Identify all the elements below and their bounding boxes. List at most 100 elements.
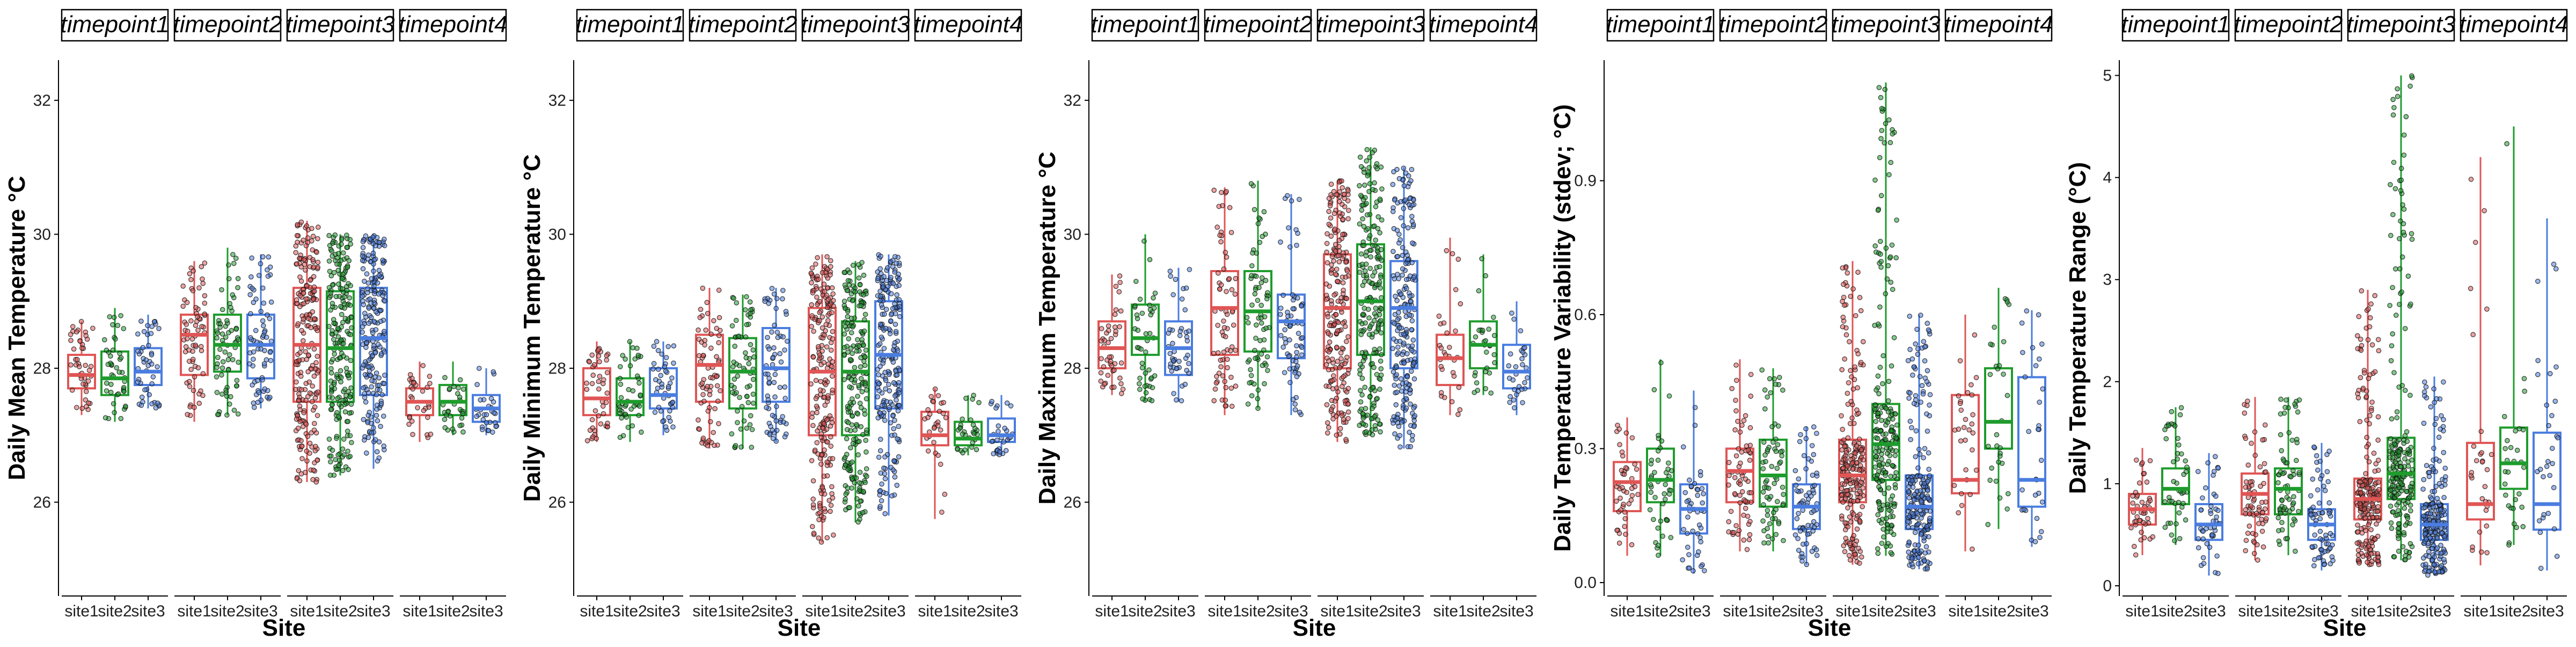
data-point	[701, 353, 705, 358]
data-point	[268, 395, 272, 399]
data-point	[1855, 485, 1860, 489]
data-point	[1765, 508, 1769, 513]
data-point	[856, 453, 860, 457]
data-point	[809, 382, 813, 386]
data-point	[71, 347, 76, 351]
data-point	[809, 271, 813, 275]
data-point	[71, 324, 75, 329]
box-site3	[1503, 301, 1530, 415]
data-point	[111, 402, 115, 406]
data-point	[1743, 477, 1747, 481]
data-point	[857, 383, 861, 388]
data-point	[1378, 265, 1382, 269]
data-point	[743, 351, 748, 355]
data-point	[302, 411, 306, 415]
data-point	[1394, 403, 1398, 407]
data-point	[1974, 468, 1979, 472]
data-point	[368, 297, 372, 301]
data-point	[1377, 254, 1381, 258]
data-point	[1379, 258, 1384, 263]
data-point	[1908, 419, 1912, 423]
facet-strip-label: timepoint2	[688, 11, 797, 38]
data-point	[813, 448, 817, 452]
data-point	[825, 440, 830, 444]
data-point	[778, 385, 782, 389]
y-tick-label: 26	[1064, 493, 1081, 511]
data-point	[267, 316, 272, 321]
data-point	[1359, 252, 1363, 256]
data-point	[1853, 542, 1857, 547]
data-point	[380, 294, 385, 298]
data-point	[2150, 535, 2155, 539]
data-point	[194, 306, 198, 310]
data-point	[312, 289, 317, 293]
data-point	[1926, 328, 1930, 332]
data-point	[316, 225, 320, 229]
data-point	[1324, 403, 1329, 407]
data-point	[219, 373, 224, 377]
data-point	[1805, 501, 1810, 505]
facet-strip-label: timepoint1	[2121, 11, 2230, 38]
data-point	[1859, 309, 1863, 313]
data-point	[1138, 376, 1142, 380]
data-point	[1177, 333, 1182, 338]
data-point	[781, 288, 785, 293]
data-point	[1346, 188, 1350, 193]
data-point	[301, 339, 305, 343]
data-point	[1668, 488, 1673, 492]
data-point	[2163, 427, 2167, 432]
data-point	[313, 326, 318, 331]
data-point	[852, 437, 856, 441]
facet-strip-label: timepoint2	[1203, 11, 1312, 38]
data-point	[1805, 532, 1810, 536]
data-point	[1393, 432, 1397, 436]
data-point	[1851, 533, 1856, 537]
y-tick-label: 1	[2103, 475, 2112, 493]
data-point	[1358, 399, 1363, 404]
data-point	[1801, 508, 1805, 512]
data-point	[367, 306, 371, 310]
data-point	[341, 272, 345, 277]
data-point	[825, 306, 830, 310]
data-point	[1359, 407, 1363, 411]
data-point	[1507, 400, 1512, 404]
data-point	[738, 427, 743, 431]
data-point	[1337, 238, 1341, 243]
data-point	[698, 315, 702, 319]
data-point	[1971, 431, 1975, 435]
data-point	[846, 337, 851, 341]
data-point	[1361, 359, 1365, 363]
data-point	[1219, 365, 1223, 369]
box-site3	[763, 286, 789, 444]
data-point	[932, 440, 936, 445]
data-point	[1144, 350, 1148, 354]
data-point	[1168, 274, 1173, 278]
data-point	[1851, 287, 1855, 291]
data-point	[1861, 339, 1865, 344]
data-point	[1621, 454, 1625, 458]
data-point	[892, 475, 897, 479]
data-point	[1798, 432, 1803, 437]
data-point	[1221, 319, 1226, 323]
data-point	[637, 404, 641, 408]
data-point	[1853, 553, 1857, 557]
data-point	[890, 493, 894, 498]
data-point	[250, 286, 254, 290]
data-point	[829, 444, 833, 448]
data-point	[1139, 347, 1143, 351]
data-point	[1859, 480, 1863, 484]
data-point	[1409, 168, 1414, 172]
data-point	[1138, 297, 1142, 301]
data-point	[1119, 391, 1124, 396]
data-point	[330, 448, 334, 452]
data-point	[1812, 425, 1816, 429]
data-point	[1763, 459, 1768, 463]
data-point	[1265, 368, 1270, 373]
data-point	[1686, 515, 1690, 519]
data-point	[378, 319, 383, 323]
data-point	[367, 321, 371, 325]
data-point	[1877, 485, 1881, 489]
